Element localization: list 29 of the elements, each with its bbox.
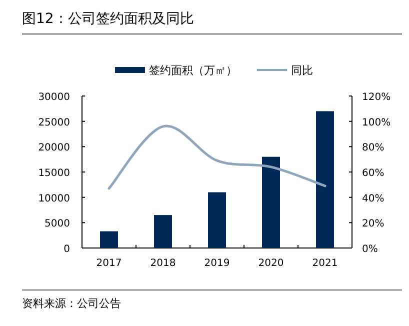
y-tick-label: 30000 <box>38 92 70 103</box>
y2-tick-label: 20% <box>362 218 384 230</box>
line-series <box>108 124 326 190</box>
y2-tick-label: 120% <box>362 92 391 103</box>
bar <box>208 192 226 248</box>
bar <box>316 111 334 248</box>
y-tick-label: 5000 <box>44 218 70 230</box>
bar <box>154 215 172 248</box>
y2-tick-label: 100% <box>362 117 391 128</box>
y-tick-label: 25000 <box>38 117 70 128</box>
y2-tick-label: 40% <box>362 193 384 204</box>
x-tick-label: 2019 <box>204 258 230 269</box>
bar <box>100 231 118 248</box>
legend-label: 同比 <box>291 64 313 77</box>
bar <box>262 156 280 248</box>
y-tick-label: 15000 <box>38 168 70 179</box>
y2-tick-label: 60% <box>362 168 384 179</box>
x-tick-label: 2021 <box>312 258 338 269</box>
x-tick-label: 2020 <box>258 258 284 269</box>
x-tick-label: 2017 <box>96 258 122 269</box>
x-tick-label: 2018 <box>150 258 176 269</box>
y2-tick-label: 0% <box>362 244 378 255</box>
legend-label: 签约面积（万㎡） <box>149 64 237 77</box>
y-tick-label: 0 <box>64 244 70 255</box>
y-tick-label: 20000 <box>38 142 70 154</box>
y-tick-label: 10000 <box>38 193 70 204</box>
text: 资料来源：公司公告 <box>22 297 121 310</box>
y2-tick-label: 80% <box>362 142 384 154</box>
chart-title: 图12：公司签约面积及同比 <box>22 11 194 27</box>
